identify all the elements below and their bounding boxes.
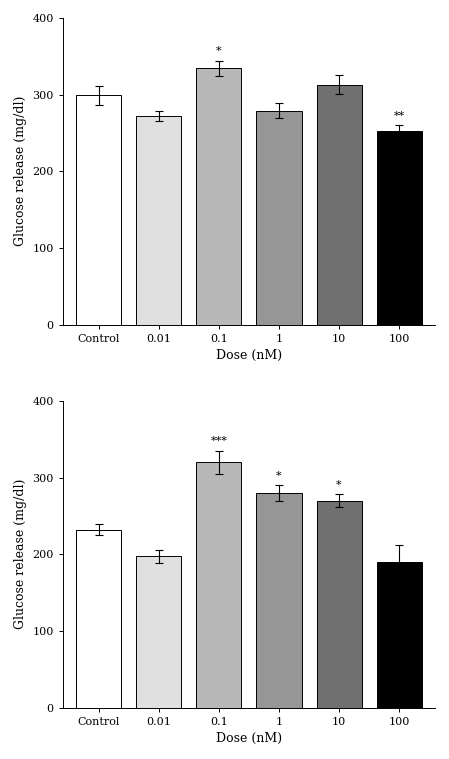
Bar <box>317 500 361 707</box>
X-axis label: Dose (nM): Dose (nM) <box>216 732 282 745</box>
Bar <box>136 116 181 325</box>
Y-axis label: Glucose release (mg/dl): Glucose release (mg/dl) <box>14 479 27 629</box>
Text: *: * <box>216 46 222 56</box>
Bar <box>256 493 302 707</box>
Text: *: * <box>336 480 342 490</box>
Bar <box>197 68 242 325</box>
Bar <box>317 84 361 325</box>
Bar <box>256 111 302 325</box>
Text: *: * <box>276 471 282 480</box>
Bar <box>76 96 121 325</box>
Bar <box>197 462 242 707</box>
Bar <box>76 530 121 707</box>
Bar <box>377 131 422 325</box>
Text: **: ** <box>393 111 405 121</box>
X-axis label: Dose (nM): Dose (nM) <box>216 349 282 362</box>
Bar <box>136 556 181 707</box>
Text: ***: *** <box>211 436 227 446</box>
Y-axis label: Glucose release (mg/dl): Glucose release (mg/dl) <box>14 96 27 247</box>
Bar <box>377 562 422 707</box>
Text: (a): (a) <box>239 411 259 424</box>
